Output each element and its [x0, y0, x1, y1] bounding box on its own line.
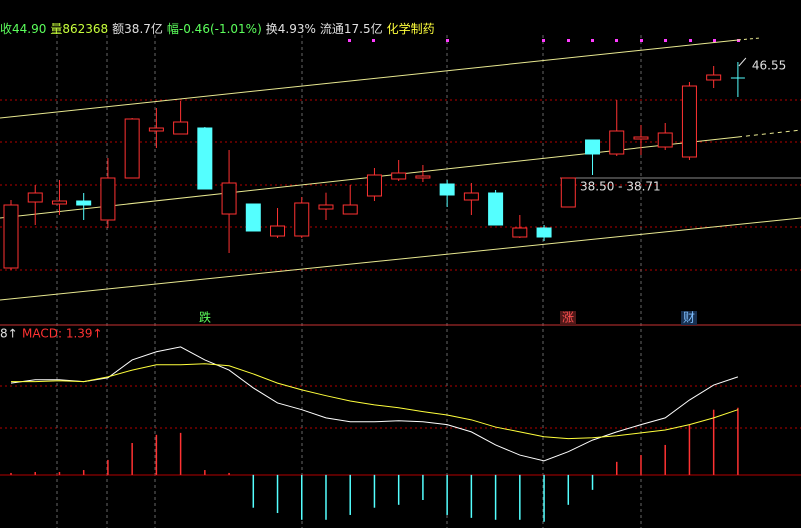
marker-bg — [681, 311, 697, 325]
quote-field: 额38.7亿 — [112, 22, 163, 36]
quote-header: 收44.90 量862368 额38.7亿 幅-0.46(-1.01%) 换4.93% 流… — [0, 20, 439, 37]
max-label: 46.55 — [752, 59, 786, 73]
signal-dots — [348, 39, 740, 42]
quote-field: 化学制药 — [386, 22, 435, 36]
candle-body — [124, 118, 140, 179]
candle-body — [221, 182, 237, 215]
candle-body — [51, 200, 67, 205]
period-lines — [56, 35, 642, 528]
candle-body — [463, 192, 479, 201]
max-leader — [738, 57, 747, 67]
candle-body — [148, 127, 164, 132]
quote-field: 收44.90 — [0, 22, 47, 36]
quote-field: 流通17.5亿 — [319, 22, 383, 36]
candle-body — [415, 175, 431, 179]
candle-body — [585, 139, 601, 155]
price-grid — [0, 99, 801, 429]
candle-body — [633, 136, 649, 140]
indicator-label: 8↑ — [0, 327, 18, 341]
candle-body — [439, 183, 455, 196]
event-marker: 涨 — [562, 310, 574, 325]
candle-body — [27, 192, 43, 203]
candle-body — [173, 121, 189, 135]
candle-body — [681, 85, 697, 158]
candle-body — [294, 202, 310, 237]
macd-title: MACD: 1.39↑ — [22, 327, 103, 341]
macd-line — [11, 363, 739, 440]
quote-field: 换4.93% — [265, 22, 316, 36]
candle-body — [609, 130, 625, 155]
candle-body — [391, 172, 407, 180]
candle-body — [536, 227, 552, 238]
candle-body — [245, 203, 261, 232]
candle-body — [342, 204, 358, 215]
candle-body — [706, 74, 722, 81]
candle-body — [3, 204, 19, 269]
candle-body — [197, 127, 213, 190]
candle-body — [100, 177, 116, 221]
candle-body — [560, 177, 576, 208]
candle-body — [657, 132, 673, 148]
trend-channel — [0, 37, 801, 301]
candle-body — [270, 225, 286, 237]
range-label: 38.50 - 38.71 — [580, 180, 661, 194]
macd-line — [10, 346, 739, 462]
event-marker: 财 — [683, 311, 695, 325]
quote-field: 幅-0.46(-1.01%) — [166, 22, 262, 36]
candle-body — [512, 227, 528, 238]
quote-field: 量862368 — [50, 22, 109, 36]
event-marker: 跌 — [199, 310, 211, 325]
candle-body — [488, 192, 504, 226]
candle-body — [366, 174, 382, 197]
marker-bg — [560, 311, 576, 325]
candle-body — [76, 200, 92, 206]
candle-body — [318, 204, 334, 210]
